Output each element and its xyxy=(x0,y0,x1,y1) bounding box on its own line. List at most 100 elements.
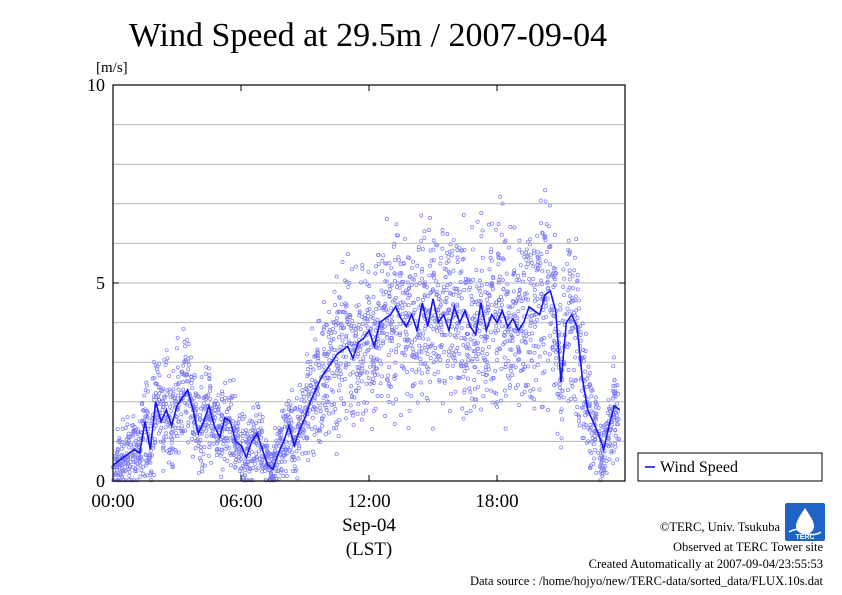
scatter-point xyxy=(539,338,544,343)
scatter-point xyxy=(457,309,462,314)
scatter-point xyxy=(410,276,415,281)
scatter-point xyxy=(575,278,580,283)
scatter-point xyxy=(538,198,543,203)
scatter-point xyxy=(476,384,481,389)
scatter-point xyxy=(600,473,605,478)
scatter-point xyxy=(287,415,292,420)
scatter-point xyxy=(378,343,383,348)
scatter-point xyxy=(244,428,248,433)
scatter-point xyxy=(461,343,466,348)
scatter-point xyxy=(526,350,531,355)
scatter-point xyxy=(152,375,157,380)
scatter-point xyxy=(495,404,499,409)
scatter-point xyxy=(132,429,137,434)
scatter-point xyxy=(565,341,570,346)
scatter-point xyxy=(548,322,553,327)
scatter-point xyxy=(311,407,316,412)
scatter-point xyxy=(572,311,577,315)
scatter-point xyxy=(422,229,427,234)
scatter-point xyxy=(339,378,344,383)
scatter-point xyxy=(531,343,536,348)
scatter-point xyxy=(505,338,510,343)
scatter-point xyxy=(400,306,405,311)
scatter-point xyxy=(117,455,121,460)
scatter-point xyxy=(437,304,442,309)
scatter-point xyxy=(348,325,353,330)
scatter-point xyxy=(451,303,456,308)
scatter-point xyxy=(293,406,298,411)
scatter-point xyxy=(300,391,305,396)
scatter-point xyxy=(543,300,548,305)
scatter-point xyxy=(420,276,425,281)
scatter-point xyxy=(327,310,332,314)
scatter-point xyxy=(370,370,375,375)
scatter-point xyxy=(140,418,145,423)
scatter-point xyxy=(400,300,405,305)
scatter-point xyxy=(422,326,427,331)
scatter-point xyxy=(327,411,332,416)
scatter-point xyxy=(365,317,370,321)
scatter-point xyxy=(348,403,353,408)
scatter-point xyxy=(197,456,202,461)
scatter-point xyxy=(330,370,335,375)
scatter-point xyxy=(385,377,389,382)
scatter-point xyxy=(331,320,336,325)
scatter-point xyxy=(362,342,367,347)
scatter-point xyxy=(209,460,214,465)
scatter-point xyxy=(507,245,511,250)
scatter-point xyxy=(186,440,191,445)
scatter-point xyxy=(213,415,218,420)
scatter-point xyxy=(388,287,393,292)
scatter-point xyxy=(522,336,527,341)
scatter-point xyxy=(290,454,295,459)
scatter-point xyxy=(167,373,171,378)
scatter-point xyxy=(336,364,341,368)
scatter-point xyxy=(490,274,495,279)
scatter-point xyxy=(368,364,373,369)
scatter-point xyxy=(485,282,490,286)
x-axis-zone-label: (LST) xyxy=(346,539,392,560)
scatter-point xyxy=(608,409,613,413)
scatter-point xyxy=(337,295,342,300)
scatter-point xyxy=(152,359,156,364)
scatter-point xyxy=(199,466,204,471)
scatter-point xyxy=(381,253,386,258)
scatter-point xyxy=(278,453,283,457)
scatter-point xyxy=(451,302,455,307)
scatter-point xyxy=(300,451,305,456)
scatter-point xyxy=(367,307,372,312)
scatter-point xyxy=(321,327,326,332)
scatter-point xyxy=(468,409,473,413)
scatter-point xyxy=(541,342,546,347)
legend-box xyxy=(637,452,823,482)
scatter-point xyxy=(311,367,316,372)
scatter-point xyxy=(199,458,203,463)
scatter-point xyxy=(528,350,533,355)
scatter-point xyxy=(501,286,506,291)
scatter-point xyxy=(338,361,343,366)
scatter-point xyxy=(380,374,384,379)
scatter-point xyxy=(568,377,573,382)
scatter-point xyxy=(175,365,180,370)
scatter-point xyxy=(502,240,507,245)
scatter-point xyxy=(447,409,452,414)
scatter-point xyxy=(567,277,572,282)
scatter-point xyxy=(138,458,142,463)
scatter-point xyxy=(471,277,476,282)
scatter-point xyxy=(234,448,239,453)
scatter-point xyxy=(430,288,435,293)
scatter-point xyxy=(356,322,361,327)
scatter-point xyxy=(259,454,264,459)
scatter-point xyxy=(454,349,458,354)
scatter-point xyxy=(559,332,564,337)
scatter-point xyxy=(431,258,436,263)
scatter-point xyxy=(581,436,586,440)
scatter-point xyxy=(132,425,137,429)
scatter-point xyxy=(144,380,149,385)
scatter-point xyxy=(257,430,262,435)
scatter-point xyxy=(499,366,504,371)
scatter-point xyxy=(494,323,499,328)
scatter-point xyxy=(364,381,369,386)
scatter-point xyxy=(352,395,357,400)
scatter-point xyxy=(127,469,132,474)
